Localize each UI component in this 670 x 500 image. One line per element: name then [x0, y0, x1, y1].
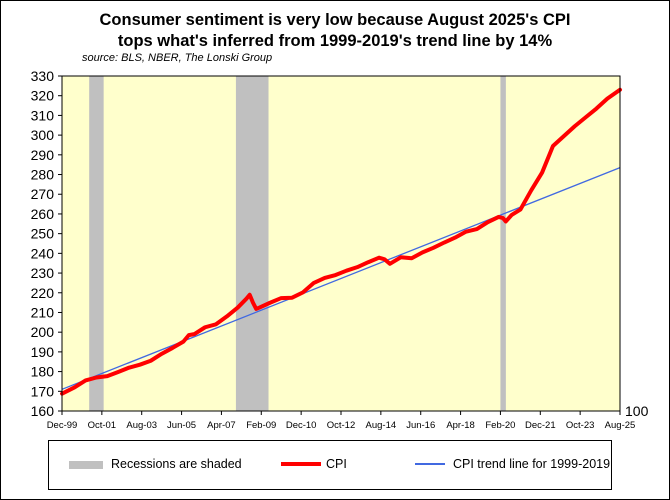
x-tick-label: Oct-23 [566, 420, 595, 431]
y-tick-label: 240 [31, 245, 55, 261]
legend-recessions-label: Recessions are shaded [111, 457, 242, 471]
y-tick-label: 330 [31, 68, 55, 84]
y-tick-label: 290 [31, 147, 55, 163]
cpi-line [60, 87, 622, 396]
y-tick-label: 310 [31, 107, 55, 123]
y-tick-label: 210 [31, 304, 55, 320]
y-axis: 160 170 180 190 200 210 220 230 240 250 260 270 280 2… [31, 68, 62, 419]
y-tick-label: 220 [31, 285, 55, 301]
trend-line [61, 167, 621, 390]
trend-layer [61, 167, 621, 390]
source-note: source: BLS, NBER, The Lonski Group [82, 52, 273, 64]
legend-cpi-swatch [281, 462, 321, 466]
x-tick-label: Dec-99 [47, 420, 78, 431]
y-tick-label: 300 [31, 127, 55, 143]
recession-band-3 [500, 76, 506, 411]
recession-band-2 [235, 76, 269, 411]
x-tick-label: Aug-14 [366, 420, 397, 431]
y-tick-label: 160 [31, 403, 55, 419]
x-tick-label: Aug-03 [126, 420, 157, 431]
cpi-layer [60, 87, 622, 396]
y-tick-label: 260 [31, 206, 55, 222]
extra-axis-label: 100 [625, 403, 649, 419]
x-tick-label: Dec-21 [525, 420, 556, 431]
y-tick-label: 270 [31, 186, 55, 202]
x-tick-label: Feb-20 [485, 420, 515, 431]
recession-bands [89, 76, 506, 411]
x-tick-label: Apr-07 [207, 420, 236, 431]
y-tick-label: 170 [31, 383, 55, 399]
x-tick-label: Oct-01 [88, 420, 117, 431]
y-tick-label: 190 [31, 344, 55, 360]
x-tick-label: Jun-05 [167, 420, 196, 431]
y-tick-label: 180 [31, 364, 55, 380]
y-tick-label: 320 [31, 88, 55, 104]
y-tick-label: 280 [31, 167, 55, 183]
y-tick-label: 200 [31, 324, 55, 340]
recession-band-1 [89, 76, 104, 411]
legend: Recessions are shaded CPI CPI trend line… [48, 440, 612, 490]
legend-trend-label: CPI trend line for 1999-2019 [453, 457, 611, 471]
x-tick-label: Apr-18 [446, 420, 475, 431]
legend-trend-swatch [415, 463, 445, 465]
x-tick-label: Dec-10 [286, 420, 317, 431]
x-axis: Dec-99 Oct-01 Aug-03 Jun-05 Apr-07 Feb-09 Dec-… [47, 411, 636, 431]
title-line-1: Consumer sentiment is very low because A… [99, 11, 571, 29]
plot-area [62, 76, 620, 411]
x-tick-label: Jun-16 [406, 420, 435, 431]
y-tick-label: 250 [31, 226, 55, 242]
legend-cpi-label: CPI [326, 457, 347, 471]
y-tick-label: 230 [31, 265, 55, 281]
title-line-2: tops what's inferred from 1999-2019's tr… [117, 32, 553, 50]
chart-title: Consumer sentiment is very low because A… [0, 10, 670, 52]
x-tick-label: Feb-09 [246, 420, 276, 431]
legend-recession-swatch [69, 461, 103, 469]
x-tick-label: Oct-12 [327, 420, 356, 431]
chart-svg: 160 170 180 190 200 210 220 230 240 250 260 270 280 2… [31, 68, 649, 431]
x-tick-label: Aug-25 [605, 420, 636, 431]
